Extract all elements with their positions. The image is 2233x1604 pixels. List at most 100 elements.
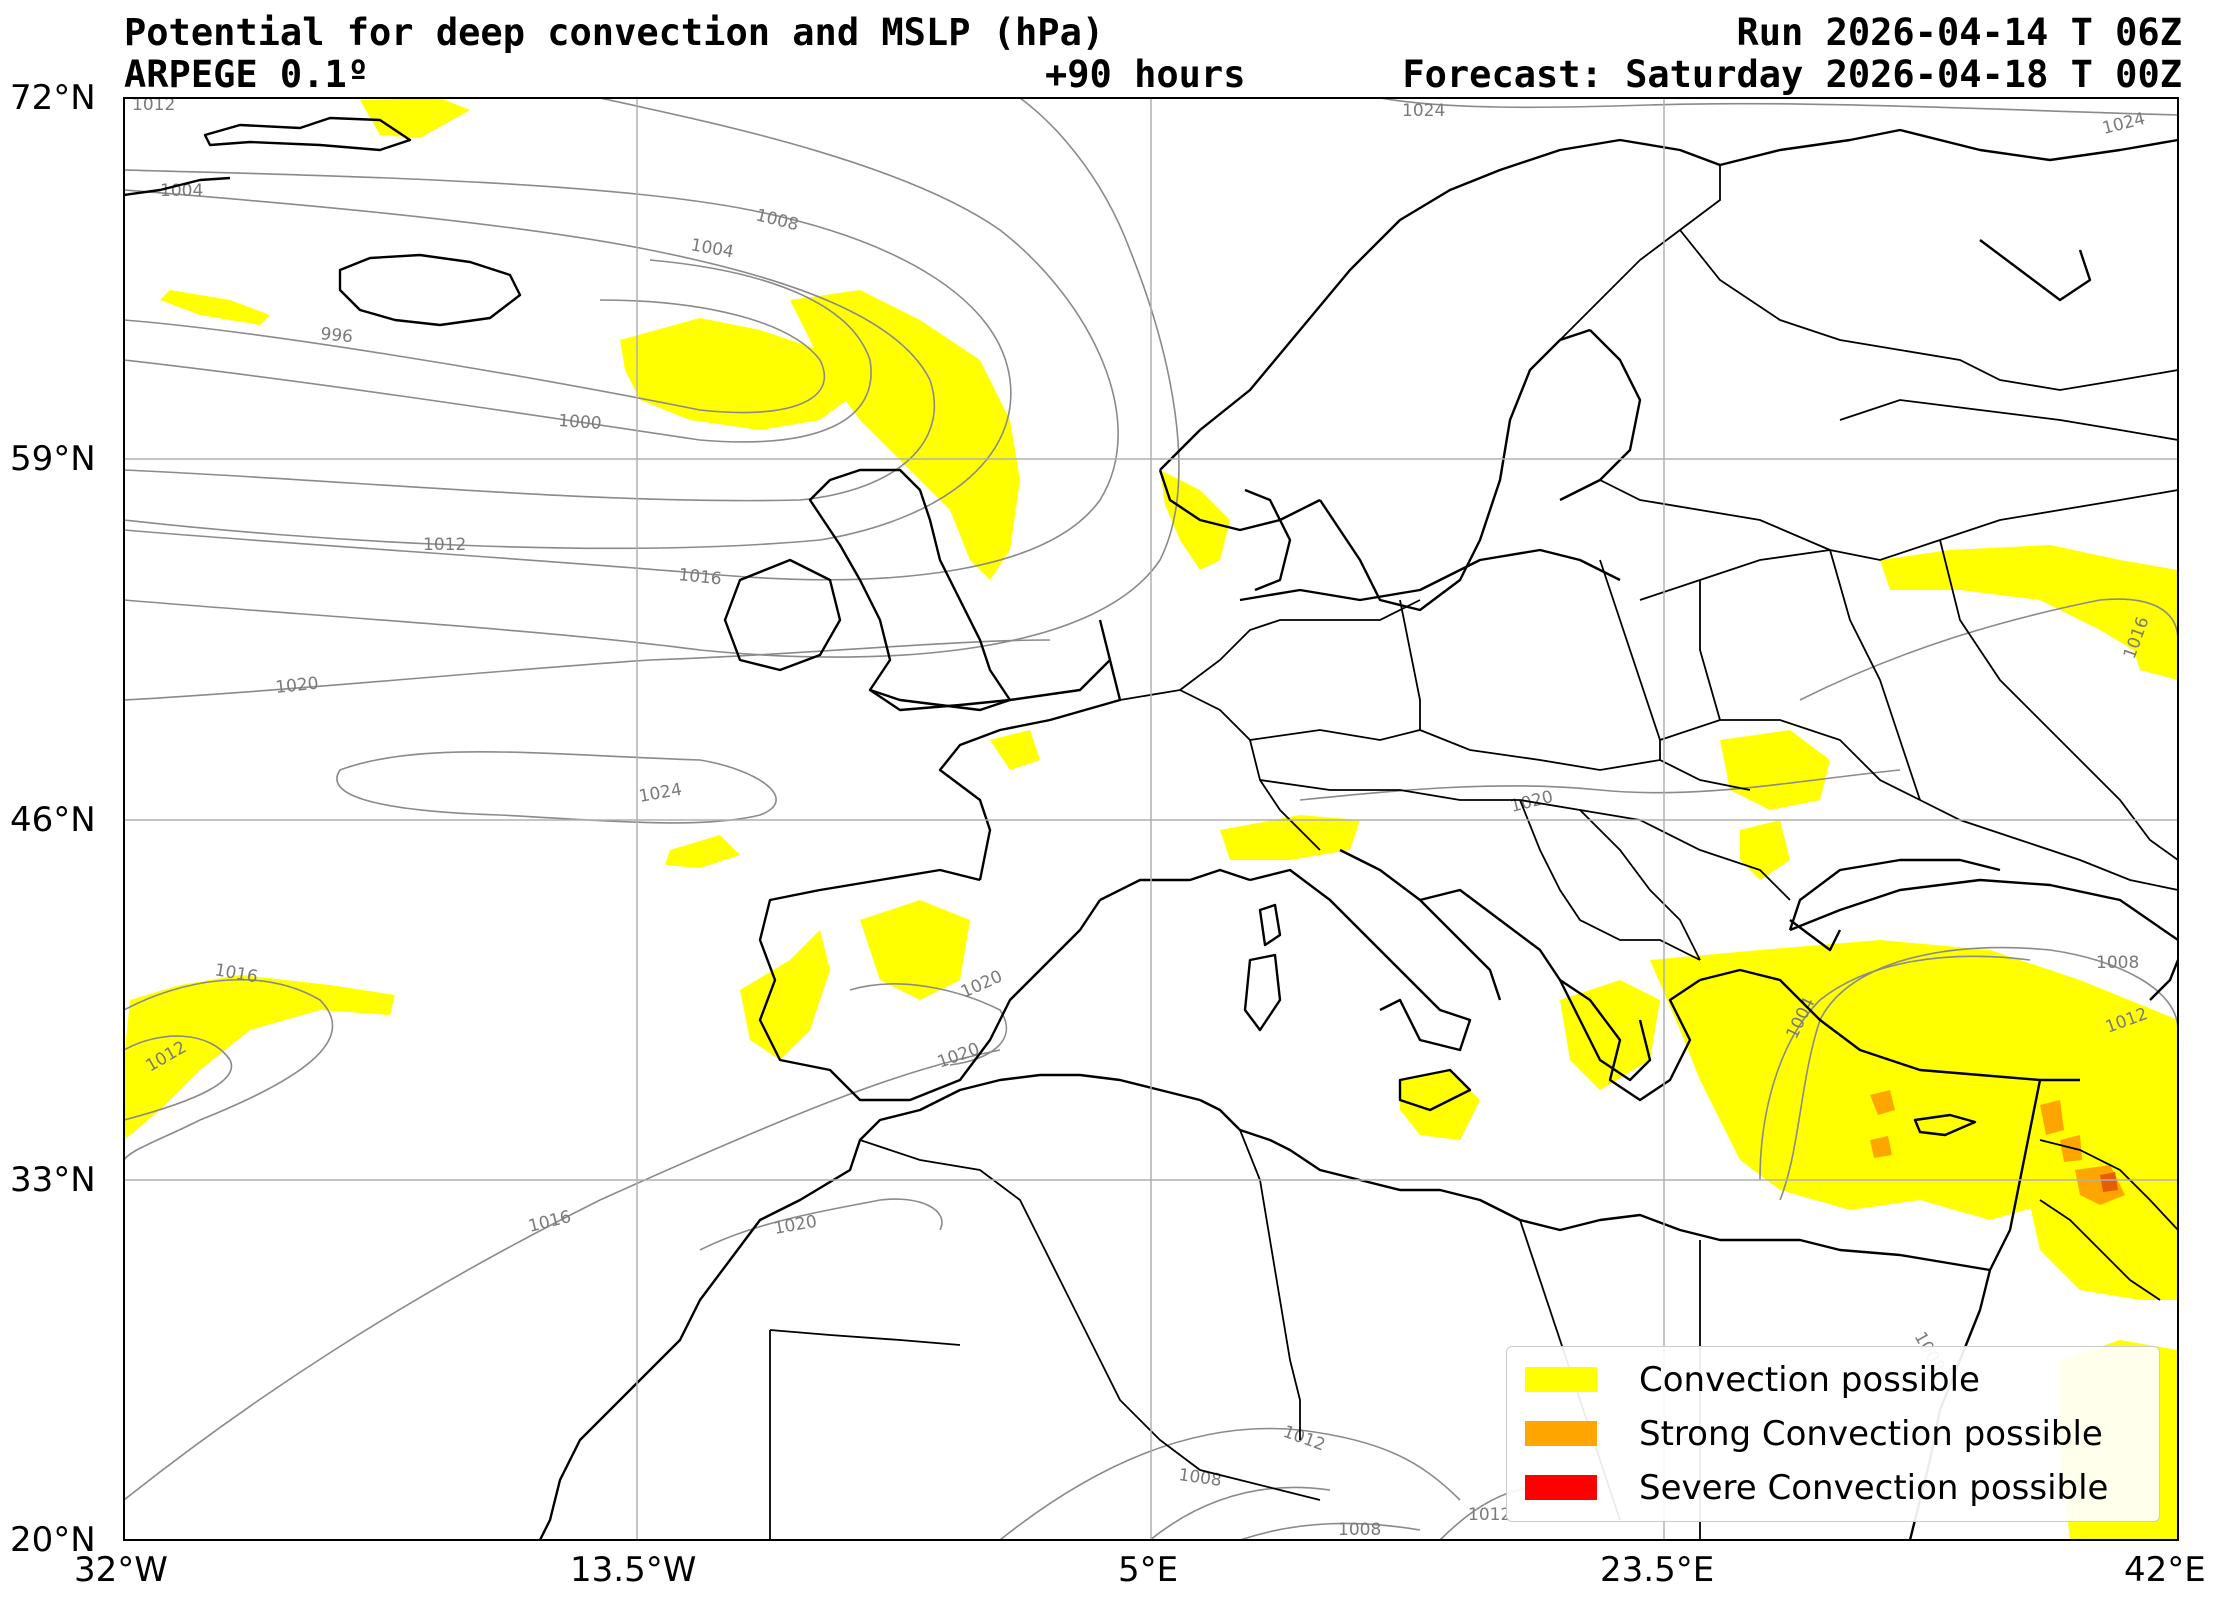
isobar-label: 1000: [558, 411, 603, 434]
convection-area-romania: [1740, 820, 1790, 880]
border: [2039, 1139, 2179, 1231]
legend-label: Strong Convection possible: [1639, 1414, 2103, 1454]
coast-greenland-east: [123, 176, 231, 197]
isobar-1020-c: [1299, 769, 1901, 801]
border: [1839, 399, 2179, 441]
border: [859, 1139, 1321, 1501]
lat-tick-label: 33°N: [10, 1160, 96, 1200]
strong-convection-area-2: [1870, 1136, 1892, 1158]
lat-tick-label: 46°N: [10, 800, 96, 840]
coast-gulf-finland: [1559, 329, 1642, 502]
isobar-1008-sahara: [1149, 1486, 1331, 1541]
coast-arctic-russia: [1719, 128, 2179, 167]
legend: Convection possible Strong Convection po…: [1506, 1346, 2160, 1522]
coast-caspian: [2149, 959, 2180, 1001]
coast-balkans: [1419, 888, 1652, 1082]
strong-convection-area-1: [1870, 1090, 1895, 1115]
run-time: Run 2026-04-14 T 06Z: [1736, 11, 2182, 54]
border: [1179, 599, 1421, 691]
isobar-1012-azores: [123, 1035, 233, 1121]
lon-tick-label: 13.5°W: [570, 1550, 697, 1590]
isobar-1008-east: [1759, 955, 2031, 1181]
coast-iberia: [758, 868, 1101, 1102]
border: [1639, 489, 2179, 601]
coast-greece: [1559, 979, 1701, 1102]
border: [1939, 539, 2179, 861]
isobar-1020: [123, 639, 1051, 701]
isobars: [123, 97, 2179, 1541]
isobar-1016-azores: [123, 978, 334, 1161]
coast-black-sea: [1789, 878, 2179, 941]
forecast-time: Forecast: Saturday 2026-04-18 T 00Z: [1402, 53, 2182, 96]
convection-area-greenland: [360, 98, 470, 138]
gridlines: [124, 98, 2178, 1540]
legend-label: Convection possible: [1639, 1360, 1980, 1400]
coast-egypt: [1199, 1098, 1991, 1272]
border: [1559, 165, 1721, 341]
border: [1699, 580, 1721, 721]
severe-convection-area-1: [2100, 1172, 2118, 1192]
convection-area-north-atlantic: [620, 318, 860, 430]
legend-swatch-severe: [1525, 1475, 1597, 1500]
isobar-1008-sahara-2: [1239, 1522, 1421, 1541]
isobar-label: 1004: [160, 181, 203, 201]
isobar-label: 1008: [1338, 1520, 1381, 1540]
lat-tick-label: 72°N: [10, 78, 96, 118]
coast-white-sea: [1979, 239, 2092, 302]
isobar-label: 1016: [677, 565, 722, 589]
coast-sicily: [1398, 1068, 1472, 1112]
isobar-1024-north: [1379, 97, 2179, 116]
lead-time: +90 hours: [1045, 53, 1246, 96]
coast-italy: [1249, 868, 1472, 1052]
coast-france-med: [1099, 868, 1251, 902]
isobar-label: 1020: [274, 674, 319, 698]
coast-caspian-2: [1789, 919, 1842, 952]
convection-area-russia: [1880, 545, 2178, 660]
lon-tick-label: 5°E: [1118, 1550, 1179, 1590]
border: [1519, 799, 1701, 961]
legend-swatch-strong: [1525, 1421, 1597, 1446]
isobar-label: 1012: [423, 535, 466, 555]
border: [1599, 559, 1661, 760]
isobar-1016-east: [1799, 598, 2179, 701]
coast-baltic-south: [1239, 548, 1621, 602]
coast-corsica: [1258, 903, 1282, 947]
border: [1599, 479, 1831, 551]
convection-area-greece: [1560, 980, 1660, 1090]
coast-norway-south: [1158, 469, 1321, 532]
convection-area-biscay: [990, 730, 1040, 770]
convection-area-iceland-w: [160, 290, 270, 325]
coast-greenland: [203, 116, 412, 152]
coast-black-sea-north: [1788, 858, 2001, 931]
coast-denmark: [1244, 488, 1292, 592]
lon-tick-label: 42°E: [2124, 1550, 2206, 1590]
coast-italy-adriatic: [1339, 848, 1502, 1001]
lat-tick-label: 20°N: [10, 1520, 96, 1560]
isobar-label: 1024: [1402, 101, 1445, 121]
strong-convection-area-3: [2040, 1100, 2064, 1135]
coast-turkey: [1699, 968, 2080, 1082]
isobar-label: 1012: [1468, 1505, 1511, 1525]
isobar-1000: [123, 259, 872, 443]
isobar-1004: [123, 189, 936, 502]
border: [1399, 599, 1421, 730]
isobar-1012-east: [1779, 946, 2179, 1201]
coast-north-africa-west: [538, 1073, 1201, 1541]
border: [1639, 819, 1791, 901]
coast-scotland: [808, 468, 1012, 712]
convection-area-alps: [1220, 815, 1360, 860]
border: [1579, 809, 1701, 961]
map-title: Potential for deep convection and MSLP (…: [124, 11, 1105, 54]
isobar-1008: [123, 169, 1012, 550]
lat-tick-label: 59°N: [10, 439, 96, 479]
border: [1119, 689, 1321, 851]
isobar-1012-sahara: [999, 1427, 1461, 1541]
isobar-1016-sw: [123, 1049, 1001, 1501]
legend-label: Severe Convection possible: [1639, 1468, 2109, 1508]
isobar-1012: [123, 97, 1119, 581]
border: [2039, 1199, 2161, 1301]
convection-area-azores: [124, 975, 395, 1140]
coast-cyprus: [1913, 1113, 1977, 1137]
convection-area-iberia-2: [860, 900, 970, 1000]
